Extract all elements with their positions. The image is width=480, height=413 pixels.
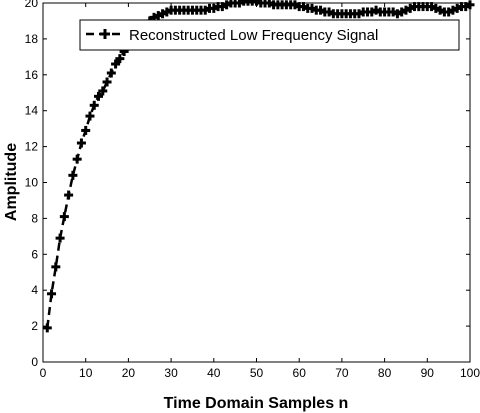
data-point <box>94 91 104 101</box>
x-tick-label: 90 <box>421 366 435 380</box>
y-tick-label: 6 <box>31 247 38 261</box>
y-tick-label: 10 <box>25 176 39 190</box>
y-tick-label: 18 <box>25 32 39 46</box>
plot-area <box>43 3 470 362</box>
y-tick-label: 0 <box>31 355 38 369</box>
data-point <box>42 323 52 333</box>
data-point <box>64 190 74 200</box>
data-point <box>89 100 99 110</box>
y-tick-label: 16 <box>25 68 39 82</box>
y-tick-label: 8 <box>31 211 38 225</box>
y-tick-label: 4 <box>31 283 38 297</box>
x-tick-label: 10 <box>79 366 93 380</box>
data-point <box>115 54 125 64</box>
x-tick-label: 50 <box>250 366 264 380</box>
x-tick-label: 20 <box>122 366 136 380</box>
x-axis-label: Time Domain Samples n <box>164 395 349 412</box>
data-point <box>106 68 116 78</box>
x-tick-label: 30 <box>164 366 178 380</box>
y-tick-label: 20 <box>25 0 39 10</box>
legend-box <box>79 19 460 51</box>
data-point <box>81 125 91 135</box>
data-point <box>102 77 112 87</box>
x-tick-label: 60 <box>293 366 307 380</box>
x-tick-label: 0 <box>40 366 47 380</box>
data-point <box>55 233 65 243</box>
y-axis: 0 2 4 6 8 10 12 14 16 18 20 <box>25 0 470 369</box>
x-tick-label: 100 <box>460 366 480 380</box>
data-point <box>51 262 61 272</box>
data-point <box>111 59 121 69</box>
y-tick-label: 2 <box>31 319 38 333</box>
x-tick-label: 70 <box>335 366 349 380</box>
data-point <box>47 289 57 299</box>
data-point <box>76 138 86 148</box>
legend: Reconstructed Low Frequency Signal <box>79 19 460 51</box>
legend-marker <box>100 29 110 39</box>
data-point <box>72 154 82 164</box>
x-tick-label: 40 <box>207 366 221 380</box>
y-axis-label: Amplitude <box>3 143 20 221</box>
x-axis: 0 10 20 30 40 50 60 70 80 90 100 <box>40 3 480 380</box>
data-point <box>68 170 78 180</box>
legend-entry: Reconstructed Low Frequency Signal <box>129 27 378 44</box>
data-point <box>59 212 69 222</box>
y-tick-label: 12 <box>25 140 39 154</box>
data-point <box>98 86 108 96</box>
data-point <box>85 111 95 121</box>
y-tick-label: 14 <box>25 104 39 118</box>
x-tick-label: 80 <box>378 366 392 380</box>
